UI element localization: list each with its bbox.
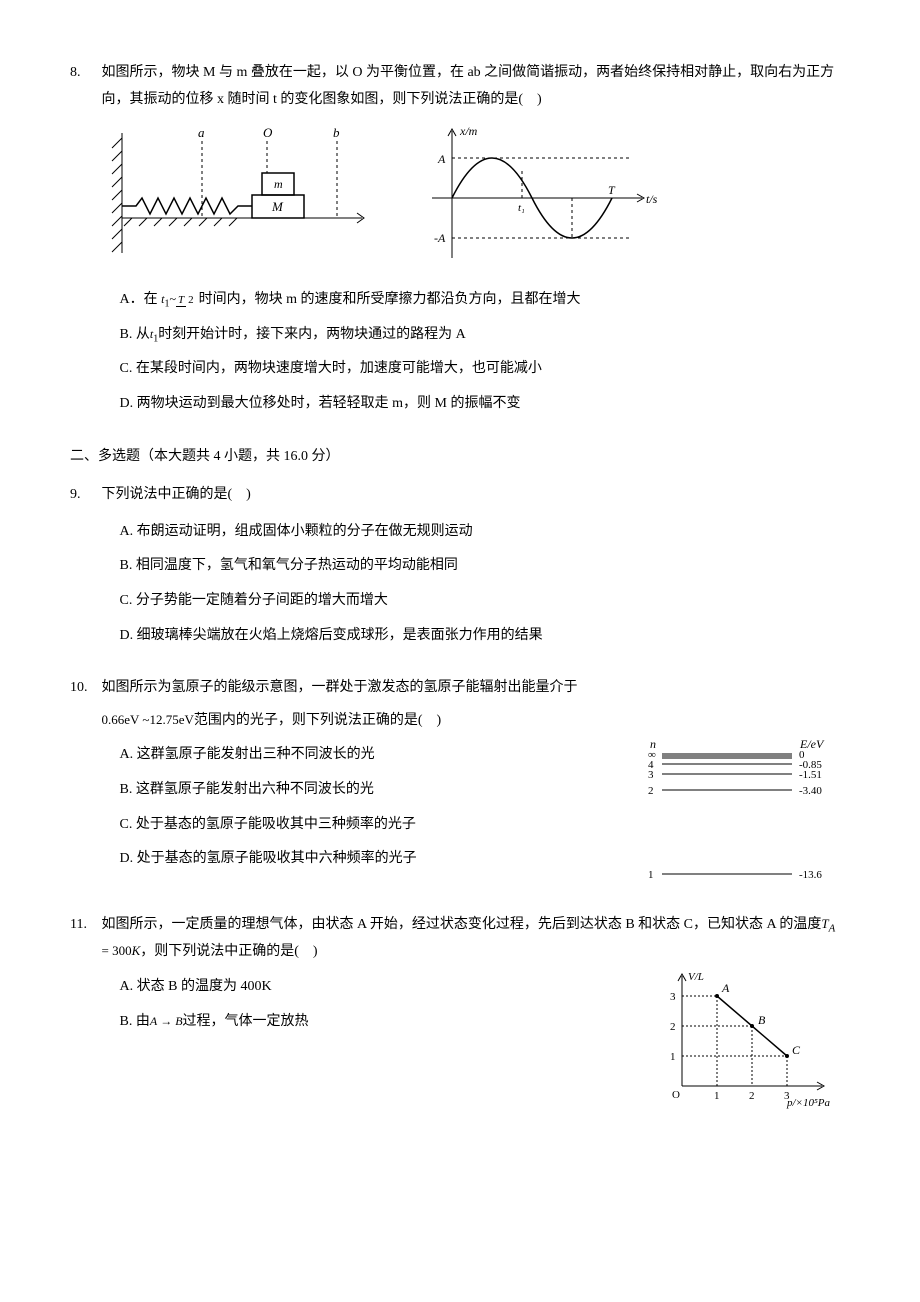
q8-optA-pre: A．在: [120, 292, 158, 307]
question-9: 9. 下列说法中正确的是( ) A. 布朗运动证明，组成固体小颗粒的分子在做无规…: [70, 482, 850, 657]
q8-opt-D: D. 两物块运动到最大位移处时，若轻轻取走 m，则 M 的振幅不变: [120, 391, 842, 418]
q8-number: 8.: [70, 60, 98, 87]
ytick-1: 1: [670, 1051, 676, 1063]
spring: [122, 198, 252, 214]
question-10: 10. 如图所示为氢原子的能级示意图，一群处于激发态的氢原子能辐射出能量介于 0…: [70, 675, 850, 894]
label-m: m: [274, 177, 283, 191]
q10-range: 0.66eV ~12.75eV: [102, 712, 194, 727]
level-3-n: 3: [648, 769, 654, 781]
q10-text2: 范围内的光子，则下列说法正确的是: [194, 713, 418, 728]
q8-optB-mid: 时刻开始计时，接下来内，两物块通过的路程为 A: [158, 327, 466, 342]
line-BC: [752, 1026, 787, 1056]
q10-options: A. 这群氢原子能发射出三种不同波长的光 B. 这群氢原子能发射出六种不同波长的…: [102, 734, 612, 880]
q9-opt-D: D. 细玻璃棒尖端放在火焰上烧熔后变成球形，是表面张力作用的结果: [120, 623, 842, 650]
q9-text: 下列说法中正确的是: [102, 487, 228, 502]
q8-text: 如图所示，物块 M 与 m 叠放在一起，以 O 为平衡位置，在 ab 之间做简谐…: [102, 65, 835, 107]
q9-opt-A: A. 布朗运动证明，组成固体小颗粒的分子在做无规则运动: [120, 519, 842, 546]
q10-opt-D: D. 处于基态的氢原子能吸收其中六种频率的光子: [120, 846, 612, 873]
q11-pv-graph: V/L p/×10⁵Pa O 1 2 3 1 2 3: [652, 966, 842, 1116]
label-O: O: [263, 125, 273, 140]
line-AB: [717, 996, 752, 1026]
label-A: A: [437, 152, 446, 166]
origin-label: O: [672, 1089, 680, 1101]
q11-opt-A: A. 状态 B 的温度为 400K: [120, 974, 632, 1001]
point-C: [785, 1054, 789, 1058]
q11-opt-B: B. 由A → B过程，气体一定放热: [120, 1009, 632, 1036]
q8-opt-C: C. 在某段时间内，两物块速度增大时，加速度可能增大，也可能减小: [120, 356, 842, 383]
q8-optA-mid: 时间内，物块 m 的速度和所受摩擦力都沿负方向，且都在增大: [199, 292, 581, 307]
label-B: B: [758, 1013, 766, 1027]
sine-graph: x/m t/s A -A t₁ T: [432, 124, 658, 258]
wall-hatch: [112, 133, 122, 253]
section-2-header: 二、多选题（本大题共 4 小题，共 16.0 分）: [70, 444, 850, 471]
q10-opt-A: A. 这群氢原子能发射出三种不同波长的光: [120, 742, 612, 769]
q8-paren: ( ): [518, 92, 541, 107]
ground-hatch: [124, 218, 237, 226]
p-label: p/×10⁵Pa: [786, 1097, 831, 1109]
level-1-e: -13.6: [799, 869, 822, 881]
q8-optB-pre: B. 从: [120, 327, 150, 342]
label-M: M: [271, 199, 284, 214]
question-11: 11. 如图所示，一定质量的理想气体，由状态 A 开始，经过状态变化过程，先后到…: [70, 912, 850, 1116]
q10-opt-B: B. 这群氢原子能发射出六种不同波长的光: [120, 777, 612, 804]
q11-paren: ( ): [294, 944, 317, 959]
q10-body: 如图所示为氢原子的能级示意图，一群处于激发态的氢原子能辐射出能量介于 0.66e…: [102, 675, 842, 894]
q11-body: 如图所示，一定质量的理想气体，由状态 A 开始，经过状态变化过程，先后到达状态 …: [102, 912, 842, 1116]
v-label: V/L: [688, 971, 704, 983]
q10-text1: 如图所示为氢原子的能级示意图，一群处于激发态的氢原子能辐射出能量介于: [102, 680, 578, 695]
q11-text2: ，则下列说法中正确的是: [140, 944, 294, 959]
xtick-3: 3: [784, 1090, 790, 1102]
label-negA: -A: [434, 231, 446, 245]
q11-text1: 如图所示，一定质量的理想气体，由状态 A 开始，经过状态变化过程，先后到达状态 …: [102, 917, 822, 932]
q8-options: A．在 t1~T2 时间内，物块 m 的速度和所受摩擦力都沿负方向，且都在增大 …: [102, 287, 842, 417]
xtick-1: 1: [714, 1090, 720, 1102]
q8-opt-B: B. 从t1时刻开始计时，接下来内，两物块通过的路程为 A: [120, 322, 842, 349]
q10-number: 10.: [70, 675, 98, 702]
label-C: C: [792, 1043, 801, 1057]
q9-opt-B: B. 相同温度下，氢气和氧气分子热运动的平均动能相同: [120, 553, 842, 580]
label-b: b: [333, 125, 340, 140]
q11-figure: V/L p/×10⁵Pa O 1 2 3 1 2 3: [652, 966, 842, 1116]
q11-options: A. 状态 B 的温度为 400K B. 由A → B过程，气体一定放热: [102, 966, 632, 1043]
label-xm: x/m: [459, 124, 478, 138]
q10-energy-levels: n E/eV ∞ 0 4 -0.85 3 -1.51: [632, 734, 842, 894]
ytick-2: 2: [670, 1021, 676, 1033]
label-A: A: [721, 981, 730, 995]
level-1-n: 1: [648, 869, 654, 881]
level-2-n: 2: [648, 785, 654, 797]
label-T: T: [608, 183, 616, 197]
q8-opt-A: A．在 t1~T2 时间内，物块 m 的速度和所受摩擦力都沿负方向，且都在增大: [120, 287, 842, 314]
q9-body: 下列说法中正确的是( ) A. 布朗运动证明，组成固体小颗粒的分子在做无规则运动…: [102, 482, 842, 657]
label-a: a: [198, 125, 205, 140]
q11-number: 11.: [70, 912, 98, 939]
q8-optA-math: t1~T2: [161, 292, 198, 306]
q10-line2: 0.66eV ~12.75eV范围内的光子，则下列说法正确的是( ): [102, 708, 842, 735]
q9-options: A. 布朗运动证明，组成固体小颗粒的分子在做无规则运动 B. 相同温度下，氢气和…: [102, 519, 842, 649]
level-2-e: -3.40: [799, 785, 822, 797]
point-B: [750, 1024, 754, 1028]
question-8: 8. 如图所示，物块 M 与 m 叠放在一起，以 O 为平衡位置，在 ab 之间…: [70, 60, 850, 426]
q8-optB-t1: t1: [150, 327, 158, 341]
q10-opt-C: C. 处于基态的氢原子能吸收其中三种频率的光子: [120, 812, 612, 839]
q10-paren: ( ): [418, 713, 441, 728]
xtick-2: 2: [749, 1090, 755, 1102]
q8-figure: M m a O b x/m t/s: [102, 123, 842, 273]
q10-figure: n E/eV ∞ 0 4 -0.85 3 -1.51: [632, 734, 842, 894]
point-A: [715, 994, 719, 998]
level-3-e: -1.51: [799, 769, 822, 781]
q8-body: 如图所示，物块 M 与 m 叠放在一起，以 O 为平衡位置，在 ab 之间做简谐…: [102, 60, 842, 426]
q9-paren: ( ): [228, 487, 251, 502]
label-t1: t₁: [518, 202, 525, 214]
q11-optB-pre: B. 由: [120, 1014, 150, 1029]
q10-content-row: A. 这群氢原子能发射出三种不同波长的光 B. 这群氢原子能发射出六种不同波长的…: [102, 734, 842, 894]
q9-number: 9.: [70, 482, 98, 509]
q11-content-row: A. 状态 B 的温度为 400K B. 由A → B过程，气体一定放热 V/L…: [102, 966, 842, 1116]
q11-optB-math: A → B: [150, 1014, 183, 1028]
q11-optB-end: 过程，气体一定放热: [183, 1014, 309, 1029]
label-ts: t/s: [646, 192, 658, 206]
ytick-3: 3: [670, 991, 676, 1003]
q9-opt-C: C. 分子势能一定随着分子间距的增大而增大: [120, 588, 842, 615]
q8-svg: M m a O b x/m t/s: [102, 123, 662, 273]
